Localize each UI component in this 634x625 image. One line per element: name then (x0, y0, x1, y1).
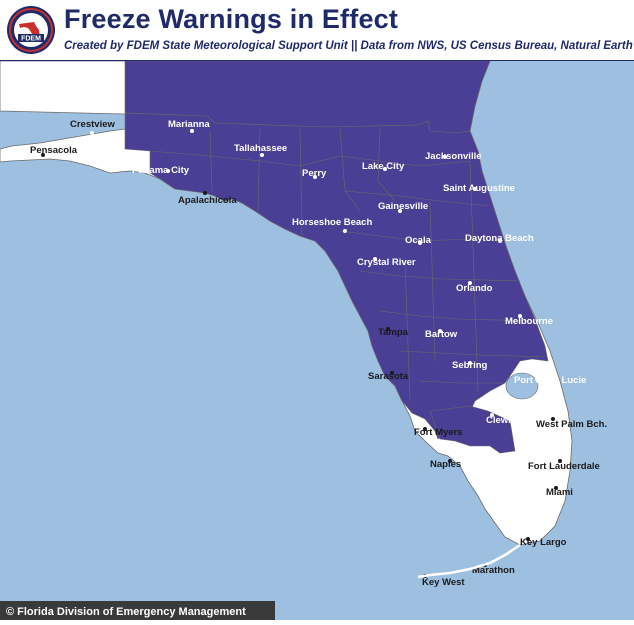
city-dot (260, 153, 264, 157)
city-bartow: Bartow (425, 329, 458, 340)
city-dot (90, 131, 94, 135)
city-dot (313, 175, 317, 179)
city-dot (41, 153, 45, 157)
map-area: Crestview Marianna Pensacola Tallahassee… (0, 60, 634, 620)
city-clewiston: Clewiston (486, 415, 531, 426)
city-west-palm-beach: West Palm Bch. (536, 419, 607, 430)
map-subtitle: Created by FDEM State Meteorological Sup… (64, 40, 633, 52)
city-melbourne: Melbourne (505, 316, 553, 327)
logo-text: FDEM (21, 36, 41, 43)
city-dot (468, 361, 472, 365)
city-dot (383, 167, 387, 171)
credit-background (0, 601, 275, 620)
city-dot (526, 537, 530, 541)
city-crystal-river: Crystal River (357, 257, 416, 268)
city-lake-city: Lake City (362, 161, 405, 172)
city-key-west: Key West (422, 577, 465, 588)
city-dot (518, 314, 522, 318)
city-dot (423, 427, 427, 431)
city-marianna: Marianna (168, 119, 210, 130)
city-ocala: Ocala (405, 235, 432, 246)
city-port-saint-lucie: Port Saint Lucie (514, 375, 586, 386)
city-pensacola: Pensacola (30, 145, 78, 156)
fdem-seal-logo: FDEM (7, 6, 55, 54)
city-key-largo: Key Largo (520, 537, 567, 548)
city-gainesville: Gainesville (378, 201, 428, 212)
florida-keys (417, 543, 521, 579)
city-dot (468, 281, 472, 285)
city-sebring: Sebring (452, 360, 488, 371)
city-fort-myers: Fort Myers (414, 427, 463, 438)
city-dot (166, 169, 170, 173)
city-dot (398, 209, 402, 213)
city-orlando: Orlando (456, 283, 493, 294)
city-dot (386, 327, 390, 331)
city-marathon: Marathon (472, 565, 515, 576)
city-dot (438, 329, 442, 333)
city-horseshoe-beach: Horseshoe Beach (292, 217, 372, 228)
city-labels: Crestview Marianna Pensacola Tallahassee… (30, 119, 607, 588)
city-dot (418, 241, 422, 245)
florida-map: Crestview Marianna Pensacola Tallahassee… (0, 60, 634, 620)
city-dot (535, 377, 539, 381)
city-dot (390, 371, 394, 375)
header: FDEM Freeze Warnings in Effect Created b… (0, 0, 634, 61)
city-naples: Naples (430, 459, 461, 470)
city-dot (343, 229, 347, 233)
city-fort-lauderdale: Fort Lauderdale (528, 461, 600, 472)
city-dot (554, 486, 558, 490)
city-tampa: Tampa (378, 327, 409, 338)
city-panama-city: Panama City (132, 165, 190, 176)
city-dot (473, 187, 477, 191)
map-title: Freeze Warnings in Effect (64, 4, 399, 34)
city-daytona-beach: Daytona Beach (465, 233, 534, 244)
lake-okeechobee (505, 372, 539, 400)
city-dot (443, 155, 447, 159)
city-saint-augustine: Saint Augustine (443, 183, 515, 194)
warning-area-florida (124, 112, 549, 440)
warning-area-glades (429, 405, 516, 454)
city-sarasota: Sarasota (368, 371, 409, 382)
city-dot (373, 257, 377, 261)
city-jacksonville: Jacksonville (425, 151, 482, 162)
city-miami: Miami (546, 487, 573, 498)
city-dot (498, 239, 502, 243)
city-perry: Perry (302, 168, 327, 179)
city-apalachicola: Apalachicola (178, 195, 237, 206)
city-dot (558, 459, 562, 463)
city-dot (448, 459, 452, 463)
city-dot (190, 129, 194, 133)
city-tallahassee: Tallahassee (234, 143, 287, 154)
city-crestview: Crestview (70, 119, 115, 130)
city-dot (490, 413, 494, 417)
credit-text: © Florida Division of Emergency Manageme… (6, 606, 246, 618)
city-dot (203, 191, 207, 195)
city-dot (551, 417, 555, 421)
